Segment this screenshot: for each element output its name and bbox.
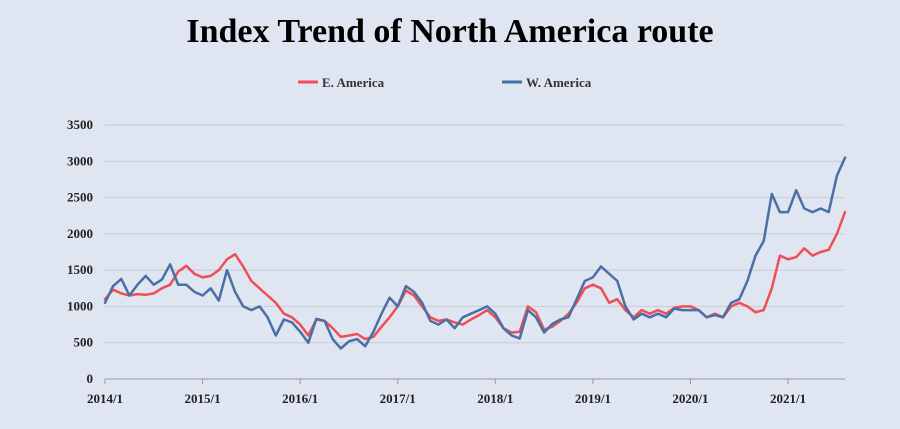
chart-title: Index Trend of North America route <box>186 13 713 50</box>
x-axis: 2014/1 2015/1 2016/1 2017/1 2018/1 2019/1 2020… <box>87 378 845 406</box>
x-tick-label: 2020/1 <box>672 391 708 406</box>
grid-lines <box>105 124 845 344</box>
x-tick-label: 2017/1 <box>380 391 416 406</box>
x-tick-label: 2021/1 <box>770 391 806 406</box>
legend-label: E. America <box>322 75 385 90</box>
y-tick-label: 3000 <box>67 153 93 168</box>
series-line-w-america <box>103 156 847 350</box>
legend-label: W. America <box>526 75 592 90</box>
series-line-e-america <box>103 210 847 341</box>
y-tick-label: 2500 <box>67 190 93 205</box>
y-tick-label: 1000 <box>67 298 93 313</box>
y-tick-label: 2000 <box>67 226 93 241</box>
y-tick-label: 0 <box>87 371 94 386</box>
x-tick-label: 2016/1 <box>282 391 318 406</box>
chart-legend: E. America W. America <box>298 75 592 90</box>
y-tick-label: 500 <box>74 335 94 350</box>
x-tick-label: 2014/1 <box>87 391 123 406</box>
y-axis-ticks: 0 500 1000 1500 2000 2500 3000 3500 <box>67 117 93 386</box>
x-tick-label: 2019/1 <box>575 391 611 406</box>
x-tick-label: 2018/1 <box>477 391 513 406</box>
y-tick-label: 1500 <box>67 262 93 277</box>
y-tick-label: 3500 <box>67 117 93 132</box>
series-lines <box>103 156 847 350</box>
x-tick-label: 2015/1 <box>185 391 221 406</box>
